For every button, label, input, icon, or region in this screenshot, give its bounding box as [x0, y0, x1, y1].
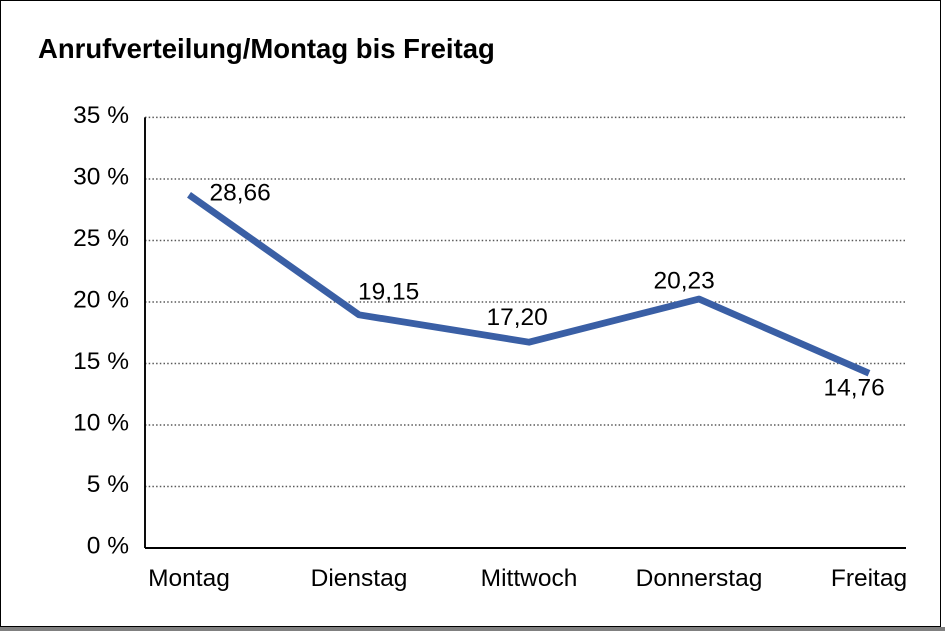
svg-text:35 %: 35 % — [73, 102, 129, 129]
svg-text:Mittwoch: Mittwoch — [481, 565, 578, 592]
svg-text:Dienstag: Dienstag — [311, 565, 408, 592]
svg-text:19,15: 19,15 — [358, 279, 419, 306]
svg-text:Freitag: Freitag — [831, 565, 907, 592]
svg-text:20,23: 20,23 — [654, 268, 715, 295]
svg-text:14,76: 14,76 — [824, 375, 885, 402]
svg-text:17,20: 17,20 — [487, 304, 548, 331]
svg-text:28,66: 28,66 — [210, 180, 271, 207]
svg-text:Donnerstag: Donnerstag — [636, 565, 763, 592]
svg-text:10 %: 10 % — [73, 410, 129, 437]
svg-text:20 %: 20 % — [73, 287, 129, 314]
svg-text:30 %: 30 % — [73, 164, 129, 191]
svg-text:0 %: 0 % — [87, 533, 129, 560]
svg-text:Montag: Montag — [148, 565, 230, 592]
svg-text:5 %: 5 % — [87, 471, 129, 498]
svg-text:15 %: 15 % — [73, 348, 129, 375]
svg-text:25 %: 25 % — [73, 225, 129, 252]
